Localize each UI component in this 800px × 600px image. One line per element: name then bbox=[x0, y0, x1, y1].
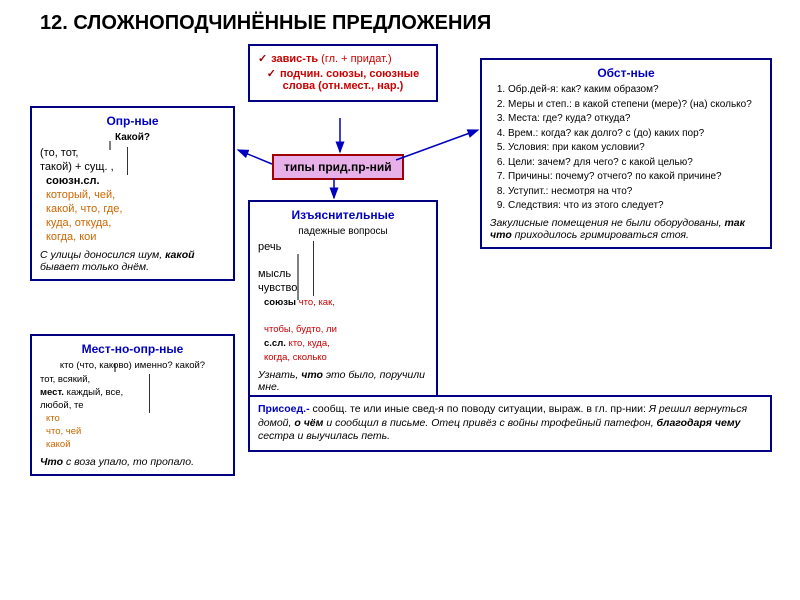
obst-item: Меры и степ.: в какой степени (мере)? (н… bbox=[508, 99, 762, 112]
opr-title: Опр-ные bbox=[40, 114, 225, 128]
page-title: 12. СЛОЖНОПОДЧИНЁННЫЕ ПРЕДЛОЖЕНИЯ bbox=[40, 12, 491, 35]
obst-title: Обст-ные bbox=[490, 66, 762, 80]
obst-item: Врем.: когда? как долго? с (до) каких по… bbox=[508, 128, 762, 141]
iz-r0: союзы bbox=[264, 297, 299, 308]
opr-left-0: (то, тот, bbox=[40, 147, 123, 159]
pris-ex1b: о чём bbox=[294, 417, 323, 429]
pris-ex1e: сестра и выучилась петь. bbox=[258, 430, 390, 442]
zav-line1a: завис-ть bbox=[271, 53, 321, 65]
types-pill: типы прид.пр-ний bbox=[272, 154, 404, 180]
obst-item: Причины: почему? отчего? по какой причин… bbox=[508, 171, 762, 184]
obst-item: Обр.дей-я: как? каким образом? bbox=[508, 84, 762, 97]
obst-item: Места: где? куда? откуда? bbox=[508, 113, 762, 126]
iz-w1: чтобы, будто, ли bbox=[264, 324, 337, 335]
iz-r2: с.сл. bbox=[264, 338, 289, 349]
pris-lead: Присоед.- bbox=[258, 403, 313, 415]
mest-tag: мест. bbox=[40, 387, 64, 398]
obst-example: Закулисные помещения не были оборудованы… bbox=[490, 217, 762, 241]
opr-sub: Какой? bbox=[40, 132, 225, 143]
box-obst: Обст-ные Обр.дей-я: как? каким образом? … bbox=[480, 58, 772, 249]
obst-item: Следствия: что из этого следует? bbox=[508, 200, 762, 213]
box-mest: Мест-но-опр-ные кто (что, каково) именно… bbox=[30, 334, 235, 476]
obst-list: Обр.дей-я: как? каким образом? Меры и ст… bbox=[490, 84, 762, 213]
mest-l0: тот, всякий, bbox=[40, 374, 146, 385]
iz-l0: речь bbox=[258, 241, 310, 253]
opr-rw-0: который, чей, bbox=[46, 189, 141, 201]
mest-l2: любой, те bbox=[40, 400, 146, 411]
mest-title: Мест-но-опр-ные bbox=[40, 342, 225, 356]
box-pris: Присоед.- сообщ. те или иные свед-я по п… bbox=[248, 395, 772, 452]
obst-item: Условия: при каком условии? bbox=[508, 142, 762, 155]
mest-l1: каждый, все, bbox=[67, 387, 124, 398]
iz-w2: кто, куда, bbox=[289, 338, 330, 349]
opr-left-1: такой) + сущ. , bbox=[40, 161, 123, 173]
pris-text1: сообщ. те или иные свед-я по поводу ситу… bbox=[313, 403, 649, 415]
check-icon: ✓ bbox=[267, 68, 276, 80]
iz-title: Изъяснительные bbox=[258, 208, 428, 222]
opr-example: С улицы доносился шум, какой бывает толь… bbox=[40, 249, 225, 273]
iz-sub: падежные вопросы bbox=[258, 226, 428, 237]
box-opr: Опр-ные Какой? (то, тот, такой) + сущ. ,… bbox=[30, 106, 235, 281]
box-zavis: ✓завис-ть (гл. + придат.) ✓подчин. союзы… bbox=[248, 44, 438, 102]
box-iz: Изъяснительные падежные вопросы речь мыс… bbox=[248, 200, 438, 401]
mest-r0: кто bbox=[46, 413, 116, 424]
opr-rw-2: куда, откуда, bbox=[46, 217, 141, 229]
opr-rw-3: когда, кои bbox=[46, 231, 141, 243]
mest-example: Что с воза упало, то пропало. bbox=[40, 456, 225, 468]
pris-ex1d: благодаря чему bbox=[657, 417, 741, 429]
iz-w3: когда, сколько bbox=[264, 352, 327, 363]
iz-w0: что, как, bbox=[299, 297, 335, 308]
obst-item: Уступит.: несмотря на что? bbox=[508, 186, 762, 199]
zav-line2b: (отн.мест., нар.) bbox=[318, 80, 403, 92]
opr-right-head: союзн.сл. bbox=[46, 175, 141, 187]
opr-rw-1: какой, что, где, bbox=[46, 203, 141, 215]
mest-sub: кто (что, каково) именно? какой? bbox=[40, 360, 225, 371]
iz-l1: мысль bbox=[258, 268, 310, 280]
pris-ex1c: и сообщил в письме. Отец привёз с войны … bbox=[323, 417, 656, 429]
mest-r2: какой bbox=[46, 439, 116, 450]
obst-item: Цели: зачем? для чего? с какой целью? bbox=[508, 157, 762, 170]
zav-line1b: (гл. + придат.) bbox=[321, 53, 392, 65]
iz-example: Узнать, что это было, поручили мне. bbox=[258, 369, 428, 393]
check-icon: ✓ bbox=[258, 53, 267, 65]
mest-r1: что, чей bbox=[46, 426, 116, 437]
iz-l2: чувство bbox=[258, 282, 310, 294]
